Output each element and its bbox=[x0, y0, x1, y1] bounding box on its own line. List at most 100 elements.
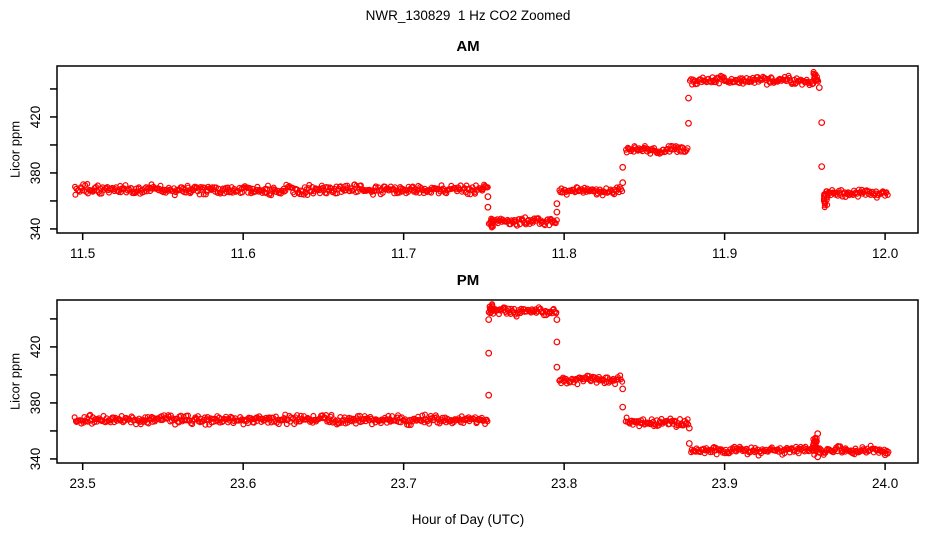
data-point bbox=[142, 414, 149, 421]
data-point bbox=[256, 186, 263, 193]
data-point bbox=[619, 188, 626, 195]
x-tick-label: 23.6 bbox=[230, 476, 256, 491]
data-point bbox=[786, 445, 793, 452]
data-point bbox=[814, 430, 822, 438]
data-point bbox=[569, 376, 576, 383]
x-tick-label: 11.5 bbox=[70, 246, 95, 261]
data-point bbox=[824, 192, 831, 199]
data-point bbox=[94, 182, 101, 189]
data-point bbox=[815, 84, 823, 91]
data-point bbox=[484, 203, 492, 211]
y-tick-label: 380 bbox=[28, 162, 43, 185]
data-point bbox=[636, 423, 643, 430]
data-point bbox=[370, 191, 377, 198]
x-tick-label: 11.7 bbox=[391, 246, 416, 261]
data-point bbox=[294, 186, 301, 193]
data-point bbox=[645, 147, 652, 154]
data-point bbox=[743, 74, 750, 81]
plot-box bbox=[56, 65, 919, 234]
data-point bbox=[553, 338, 561, 346]
data-point bbox=[169, 415, 176, 422]
data-point bbox=[325, 184, 332, 191]
data-point bbox=[780, 76, 787, 83]
data-point bbox=[881, 451, 889, 459]
data-point bbox=[405, 422, 412, 429]
data-point bbox=[513, 222, 520, 229]
figure-title: NWR_130829 1 Hz CO2 Zoomed bbox=[365, 8, 571, 23]
data-point bbox=[617, 372, 624, 379]
data-points bbox=[71, 68, 891, 231]
data-point bbox=[684, 145, 691, 152]
data-point bbox=[185, 412, 192, 419]
x-tick-label: 24.0 bbox=[872, 476, 898, 491]
data-point bbox=[553, 316, 561, 324]
axes: 11.5 11.6 11.7 11.8 11.9 12.0 340 380 420 bbox=[28, 88, 898, 261]
panel-am-title: AM bbox=[456, 38, 480, 55]
data-point bbox=[485, 349, 493, 357]
data-point bbox=[619, 163, 627, 171]
data-point bbox=[619, 179, 627, 187]
data-point bbox=[685, 421, 692, 428]
data-point bbox=[484, 193, 492, 201]
data-point bbox=[884, 192, 891, 199]
y-tick-label: 420 bbox=[28, 106, 43, 129]
data-point bbox=[676, 416, 683, 423]
data-point bbox=[810, 68, 817, 75]
axes: 23.5 23.6 23.7 23.8 23.9 24.0 340 380 420 bbox=[28, 318, 898, 491]
panel-am: 11.5 11.6 11.7 11.8 11.9 12.0 340 380 420 bbox=[28, 65, 919, 261]
x-tick-label: 23.9 bbox=[711, 476, 737, 491]
data-point bbox=[685, 94, 692, 102]
data-point bbox=[122, 182, 129, 189]
data-point bbox=[485, 391, 493, 399]
data-point bbox=[304, 192, 311, 199]
data-point bbox=[881, 192, 888, 199]
data-point bbox=[685, 424, 693, 432]
data-point bbox=[553, 217, 560, 224]
data-point bbox=[552, 220, 559, 227]
data-point bbox=[202, 421, 209, 428]
data-point bbox=[379, 189, 386, 196]
data-point bbox=[821, 192, 828, 199]
data-point bbox=[553, 363, 561, 371]
data-point bbox=[768, 75, 775, 82]
data-point bbox=[107, 419, 114, 426]
data-point bbox=[814, 453, 822, 461]
x-tick-label: 11.6 bbox=[231, 246, 256, 261]
x-axis-label: Hour of Day (UTC) bbox=[411, 512, 525, 527]
data-point bbox=[136, 415, 143, 422]
data-points bbox=[71, 301, 892, 461]
data-point bbox=[189, 421, 196, 428]
data-point bbox=[619, 403, 627, 411]
data-point bbox=[513, 313, 520, 320]
y-tick-label: 340 bbox=[28, 448, 43, 471]
panel-pm: 23.5 23.6 23.7 23.8 23.9 24.0 340 380 420 bbox=[28, 299, 919, 491]
y-tick-label: 420 bbox=[28, 336, 43, 359]
data-point bbox=[346, 188, 353, 195]
x-tick-label: 11.8 bbox=[551, 246, 576, 261]
data-point bbox=[658, 149, 665, 156]
x-tick-label: 23.7 bbox=[391, 476, 417, 491]
data-point bbox=[84, 180, 91, 187]
data-point bbox=[484, 184, 491, 191]
data-point bbox=[489, 301, 496, 308]
data-point bbox=[485, 316, 493, 324]
data-point bbox=[685, 440, 693, 447]
data-point bbox=[619, 385, 627, 393]
data-point bbox=[553, 200, 561, 208]
data-point bbox=[619, 378, 626, 385]
data-point bbox=[268, 192, 275, 199]
data-point bbox=[344, 182, 351, 189]
data-point bbox=[171, 192, 178, 199]
data-point bbox=[855, 186, 862, 193]
x-tick-label: 12.0 bbox=[872, 246, 898, 261]
data-point bbox=[385, 412, 392, 419]
panel-pm-title: PM bbox=[456, 272, 480, 289]
data-point bbox=[685, 119, 692, 127]
data-point bbox=[811, 71, 818, 78]
data-point bbox=[818, 119, 826, 126]
x-tick-label: 23.5 bbox=[70, 476, 96, 491]
data-point bbox=[553, 309, 560, 316]
data-point bbox=[818, 163, 826, 171]
